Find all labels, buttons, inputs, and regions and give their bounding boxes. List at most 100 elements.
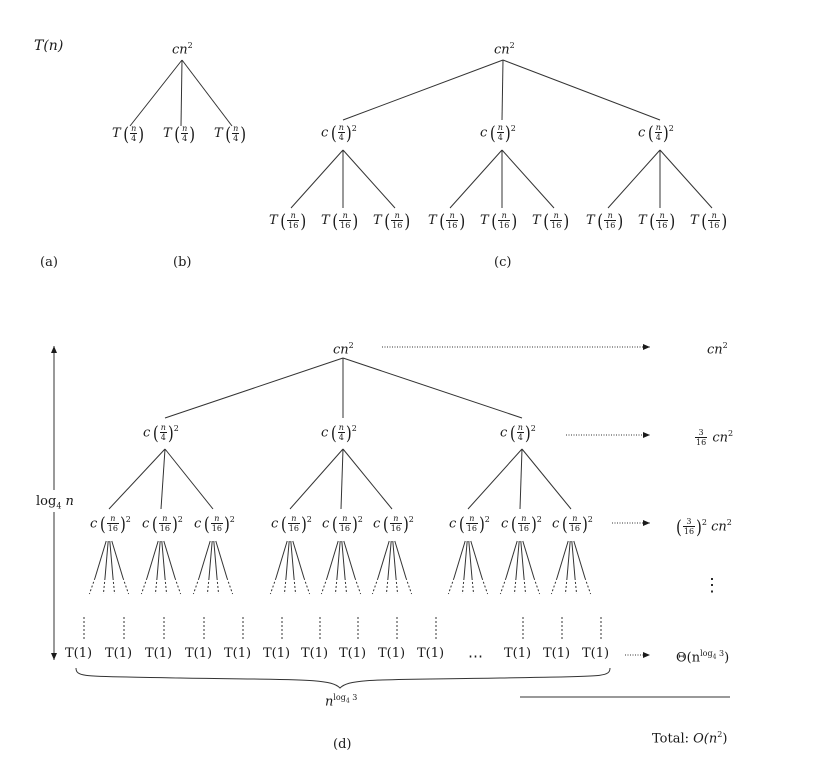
panel-d-fan-2-2-3 — [573, 540, 586, 579]
panel-d-level2-2-0: c (n 16)2 — [449, 512, 490, 536]
panel-d-fan-2-2-1 — [566, 540, 571, 579]
panel-d-fan-2-2-2 — [571, 540, 576, 579]
panel-d-fan-dots-2-0-2 — [471, 577, 475, 595]
panel-c-edge-0-2 — [342, 149, 396, 209]
panel-b-caption: (b) — [173, 255, 192, 270]
panel-c-leaf-1-2: T (n 16) — [532, 209, 570, 232]
panel-d-fan-1-2-2 — [392, 540, 397, 579]
panel-d-fan-dots-1-0-3 — [303, 577, 311, 595]
panel-d-fan-dots-1-1-2 — [344, 577, 348, 595]
panel-d-fan-dots-1-1-0 — [320, 577, 328, 595]
panel-d-level2-2-2: c (n 16)2 — [552, 512, 593, 536]
panel-d-edge-l1-2-2 — [521, 448, 572, 510]
leaf-count-label: nlog4 3 — [325, 693, 358, 710]
panel-d-level2-0-1: c (n 16)2 — [142, 512, 183, 536]
panel-d-fan-0-2-3 — [215, 540, 228, 579]
panel-d-leaf-3: T(1) — [185, 646, 213, 661]
panel-d-fan-1-0-2 — [290, 540, 295, 579]
panel-c-caption: (c) — [494, 255, 512, 270]
panel-d-level1-0: c (n 4)2 — [143, 421, 179, 445]
panel-d-fan-0-1-3 — [163, 540, 176, 579]
leaf-ellipsis: ⋯ — [468, 647, 483, 665]
panel-d-fan-1-1-2 — [341, 540, 346, 579]
panel-b-child-2: T (n 4) — [214, 122, 247, 145]
total-cost: Total: O(n2) — [652, 730, 728, 747]
panel-c-leaf-0-1: T (n 16) — [321, 209, 359, 232]
panel-d-level2-1-0: c (n 16)2 — [271, 512, 312, 536]
panel-d-leaf-8: T(1) — [378, 646, 406, 661]
panel-d-fan-2-0-3 — [470, 540, 483, 579]
panel-d-fan-dots-2-1-3 — [533, 577, 541, 595]
panel-d-fan-dots-2-2-1 — [564, 577, 568, 595]
panel-d-fan-dots-1-0-2 — [293, 577, 297, 595]
panel-d-fan-0-1-1 — [156, 540, 161, 579]
panel-b-child-0: T (n 4) — [112, 122, 145, 145]
panel-c-edge-0-0 — [290, 149, 344, 209]
panel-d-edge-l1-0-0 — [108, 448, 166, 510]
panel-d-fan-1-1-3 — [343, 540, 356, 579]
panel-d-fan-0-2-1 — [208, 540, 213, 579]
panel-a-caption: (a) — [40, 255, 58, 270]
panel-c-root: cn2 — [494, 41, 515, 58]
panel-d-fan-1-0-0 — [275, 540, 288, 579]
panel-d-fan-dots-2-1-1 — [513, 577, 517, 595]
panel-d-fan-1-2-3 — [394, 540, 407, 579]
panel-d-fan-1-1-1 — [336, 540, 341, 579]
panel-d-leaf-0: T(1) — [65, 646, 93, 661]
panel-c-leaf-2-1: T (n 16) — [638, 209, 676, 232]
panel-d-edge-l1-1-2 — [342, 448, 393, 510]
panel-b-edge-2 — [181, 59, 233, 127]
panel-d-edge-l1-2-1 — [519, 448, 523, 510]
panel-d-leaf-1: T(1) — [105, 646, 133, 661]
panel-d-fan-2-1-0 — [505, 540, 518, 579]
level-cost-1: 3 16 cn2 — [695, 428, 734, 448]
panel-b-edge-1 — [180, 59, 183, 127]
panel-d-fan-0-2-2 — [213, 540, 218, 579]
panel-d-fan-dots-0-1-0 — [140, 577, 148, 595]
panel-d-fan-0-2-0 — [198, 540, 211, 579]
panel-d-fan-dots-1-2-1 — [385, 577, 389, 595]
panel-d-edge-l1-1-1 — [340, 448, 344, 510]
panel-d-fan-dots-1-0-0 — [269, 577, 277, 595]
panel-d-fan-dots-0-0-2 — [112, 577, 116, 595]
panel-d-edge-l1-0-1 — [160, 448, 166, 510]
panel-d-leaf-12: T(1) — [582, 646, 610, 661]
panel-d-fan-2-0-0 — [453, 540, 466, 579]
panel-d-fan-1-0-3 — [292, 540, 305, 579]
panel-d-fan-dots-1-2-2 — [395, 577, 399, 595]
panel-d-fan-dots-2-2-3 — [584, 577, 592, 595]
panel-a-root: T(n) — [34, 38, 64, 54]
panel-d-fan-dots-0-2-1 — [206, 577, 210, 595]
panel-c-leaf-0-2: T (n 16) — [373, 209, 411, 232]
panel-c-edge-2-0 — [607, 149, 661, 209]
panel-d-leaf-10: T(1) — [504, 646, 532, 661]
panel-d-caption: (d) — [333, 737, 352, 752]
panel-c-edge-root-1 — [501, 59, 504, 121]
panel-c-leaf-2-0: T (n 16) — [586, 209, 624, 232]
level-cost-leaves: Θ(nlog4 3) — [676, 649, 730, 666]
panel-c-leaf-1-1: T (n 16) — [480, 209, 518, 232]
panel-d-fan-2-2-0 — [556, 540, 569, 579]
panel-d-fan-dots-2-0-1 — [461, 577, 465, 595]
level-cost-vdots: ⋮ — [703, 575, 721, 596]
level-cost-0: cn2 — [707, 341, 728, 358]
panel-d-fan-0-0-1 — [104, 540, 109, 579]
panel-b-child-1: T (n 4) — [163, 122, 196, 145]
panel-c-leaf-0-0: T (n 16) — [269, 209, 307, 232]
panel-d-fan-dots-2-2-2 — [574, 577, 578, 595]
panel-c-edge-root-2 — [502, 59, 661, 121]
panel-d-edge-root-0 — [164, 357, 344, 419]
panel-d-root: cn2 — [333, 341, 354, 358]
panel-d-level2-1-2: c (n 16)2 — [373, 512, 414, 536]
panel-d-leaf-2: T(1) — [145, 646, 173, 661]
panel-d-leaf-9: T(1) — [417, 646, 445, 661]
panel-c-leaf-1-0: T (n 16) — [428, 209, 466, 232]
panel-d-level2-2-1: c (n 16)2 — [501, 512, 542, 536]
panel-d-fan-2-1-2 — [520, 540, 525, 579]
panel-c-edge-1-2 — [501, 149, 555, 209]
panel-d-fan-1-0-1 — [285, 540, 290, 579]
panel-d-fan-1-2-1 — [387, 540, 392, 579]
level-cost-2: (3 16)2 cn2 — [676, 515, 732, 539]
panel-d-fan-dots-0-2-0 — [192, 577, 200, 595]
